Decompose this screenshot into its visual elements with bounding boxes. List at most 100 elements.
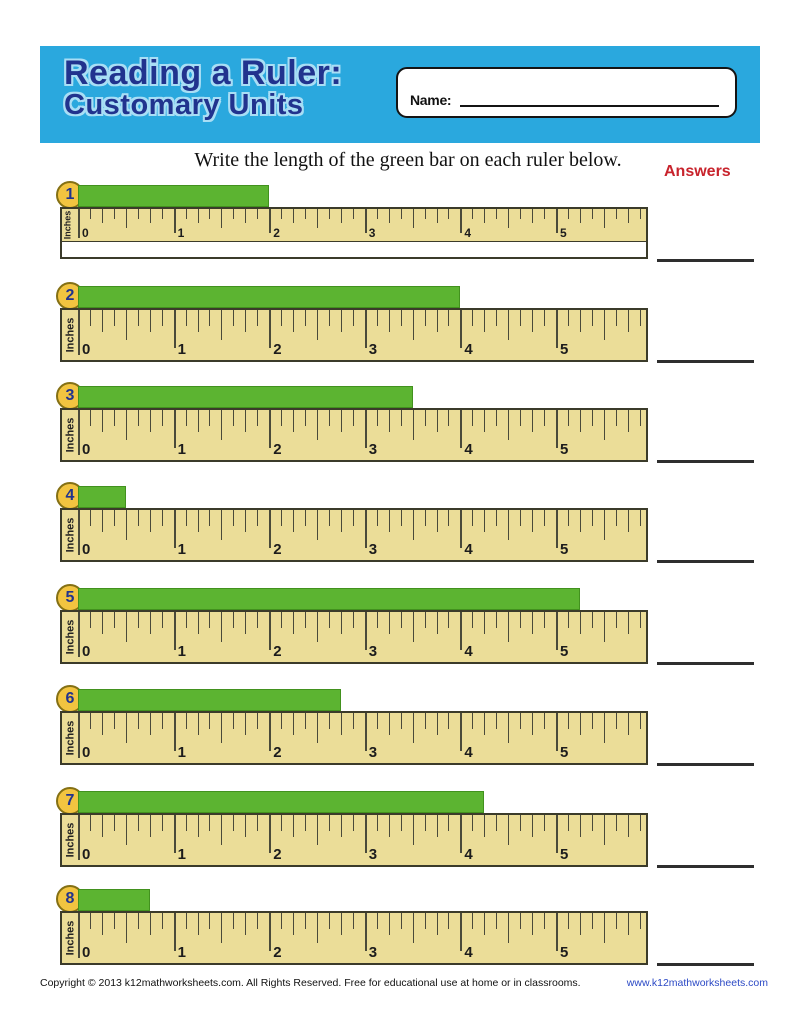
ruler-blank-strip xyxy=(62,242,646,257)
name-box: Name: xyxy=(396,67,737,118)
ruler-number-label: 5 xyxy=(560,441,569,458)
answer-line[interactable] xyxy=(657,763,754,766)
ruler-number-label: 1 xyxy=(177,643,186,660)
ruler-number-label: 3 xyxy=(368,643,378,660)
ruler-number-label: 3 xyxy=(368,441,378,458)
question-number: 1 xyxy=(65,186,75,203)
answer-line[interactable] xyxy=(657,865,754,868)
ruler-number-label: 4 xyxy=(464,846,473,863)
ruler-number-label: 4 xyxy=(464,441,473,458)
ruler-number-label: 3 xyxy=(368,744,378,761)
ruler-number-label: 1 xyxy=(177,541,186,558)
ruler-ticks: 0 1 2 3 4 5 xyxy=(62,612,646,662)
ruler-number-label: 4 xyxy=(464,341,473,358)
ruler-number-label: 4 xyxy=(464,643,473,660)
answer-line[interactable] xyxy=(657,259,754,262)
ruler-ticks: 0 1 2 3 4 5 xyxy=(62,510,646,560)
ruler-number-label: 0 xyxy=(82,643,91,660)
ruler-number-label: 0 xyxy=(82,944,91,961)
ruler-number-label: 0 xyxy=(82,441,91,458)
ruler-number-label: 1 xyxy=(177,944,186,961)
ruler-number-label: 2 xyxy=(273,341,282,358)
ruler-ticks: 0 1 2 3 4 5 xyxy=(62,713,646,763)
answer-line[interactable] xyxy=(657,963,754,966)
ruler-number-label: 3 xyxy=(368,846,378,863)
title-line-1: Reading a Ruler: xyxy=(64,54,343,92)
ruler-ticks: 0 1 2 3 4 5 xyxy=(62,410,646,460)
ruler-number-label: 5 xyxy=(560,341,569,358)
green-bar xyxy=(78,588,580,610)
website-link[interactable]: www.k12mathworksheets.com xyxy=(626,977,768,989)
copyright-text: Copyright © 2013 k12mathworksheets.com. … xyxy=(40,977,581,989)
question-number: 7 xyxy=(65,792,75,809)
question-number: 5 xyxy=(65,589,75,606)
answer-line[interactable] xyxy=(657,360,754,363)
worksheet-title: Reading a Ruler: Customary Units xyxy=(64,56,342,120)
ruler-number-label: 3 xyxy=(368,944,378,961)
question-number: 6 xyxy=(65,690,75,707)
ruler-number-label: 0 xyxy=(82,846,91,863)
ruler-number-label: 3 xyxy=(368,341,378,358)
ruler-number-label: 5 xyxy=(560,541,569,558)
title-line-2: Customary Units xyxy=(64,88,304,121)
green-bar xyxy=(78,689,341,711)
instruction-text: Write the length of the green bar on eac… xyxy=(194,149,622,171)
ruler-number-label: 5 xyxy=(560,846,569,863)
ruler-number-label: 0 xyxy=(82,541,91,558)
ruler-number-label: 1 xyxy=(177,226,185,240)
ruler-ticks: 0 1 2 3 4 5 xyxy=(62,310,646,360)
ruler-number-label: 0 xyxy=(82,744,91,761)
question-number: 3 xyxy=(65,387,75,404)
ruler-ticks: 0 1 2 3 4 5 xyxy=(62,913,646,963)
green-bar xyxy=(78,185,269,207)
ruler-number-label: 4 xyxy=(464,744,473,761)
green-bar xyxy=(78,386,413,408)
ruler-number-label: 2 xyxy=(273,441,282,458)
ruler-number-label: 4 xyxy=(464,944,473,961)
ruler-number-label: 2 xyxy=(273,226,280,240)
ruler-number-label: 1 xyxy=(177,744,186,761)
answer-line[interactable] xyxy=(657,460,754,463)
green-bar xyxy=(78,486,126,508)
green-bar xyxy=(78,889,150,911)
green-bar xyxy=(78,791,484,813)
ruler-number-label: 4 xyxy=(464,541,473,558)
ruler-number-label: 0 xyxy=(82,341,91,358)
worksheet-header: Reading a Ruler: Customary Units Name: xyxy=(40,46,760,143)
ruler-number-label: 2 xyxy=(273,944,282,961)
answer-line[interactable] xyxy=(657,560,754,563)
answer-line[interactable] xyxy=(657,662,754,665)
ruler-number-label: 0 xyxy=(82,226,89,240)
ruler-number-label: 2 xyxy=(273,643,282,660)
ruler-number-label: 4 xyxy=(464,226,472,240)
ruler-number-label: 1 xyxy=(177,441,186,458)
ruler-number-label: 2 xyxy=(273,744,282,761)
name-input-line[interactable] xyxy=(460,97,719,107)
ruler-number-label: 3 xyxy=(368,226,376,240)
name-label: Name: xyxy=(410,92,452,108)
ruler-number-label: 5 xyxy=(560,944,569,961)
ruler-ticks: 0 1 2 3 4 5 xyxy=(62,815,646,865)
green-bar xyxy=(78,286,460,308)
ruler-number-label: 2 xyxy=(273,846,282,863)
ruler-number-label: 5 xyxy=(560,226,567,240)
